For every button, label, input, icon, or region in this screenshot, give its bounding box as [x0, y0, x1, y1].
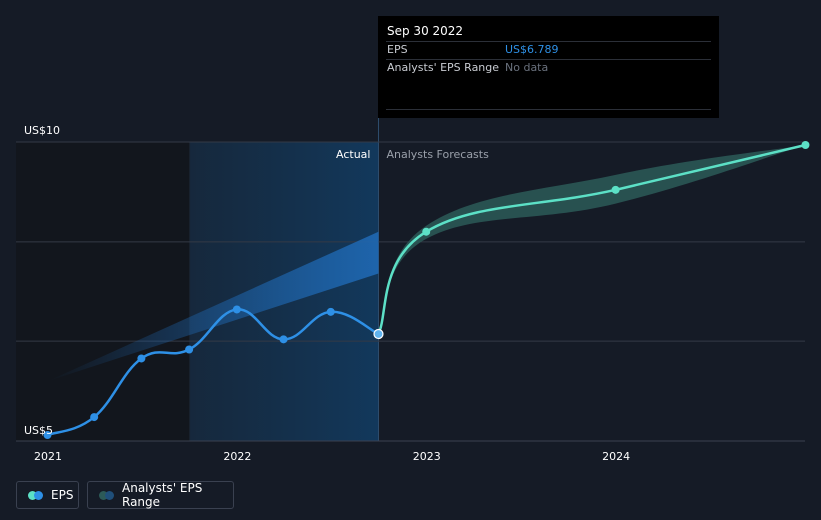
eps-actual-point [43, 431, 52, 440]
y-tick-label: US$5 [24, 424, 53, 437]
past-eps-range-band [47, 231, 379, 382]
actual-region-label: Actual [336, 148, 370, 161]
eps-actual-point [137, 354, 146, 363]
eps-forecast-point [422, 227, 431, 236]
tooltip-eps-label: EPS [387, 43, 408, 56]
past-shaded-region [16, 142, 190, 441]
eps-legend-icon [28, 490, 43, 500]
highlighted-point [373, 328, 384, 340]
eps-actual-point [185, 345, 194, 354]
tooltip-divider [386, 59, 711, 60]
tooltip-divider [386, 41, 711, 42]
range-legend-icon [99, 490, 114, 500]
eps-forecast-point [611, 185, 620, 194]
tooltip-range-label: Analysts' EPS Range [387, 61, 500, 74]
forecast-range-band [378, 144, 806, 335]
eps-actual-point [279, 335, 288, 344]
eps-forecast-line [377, 143, 807, 336]
legend-range-button[interactable]: Analysts' EPS Range [87, 481, 234, 509]
x-tick-label: 2023 [413, 450, 441, 463]
forecast-region-label: Analysts Forecasts [386, 148, 489, 161]
eps-actual-point [232, 305, 241, 314]
legend-eps-button[interactable]: EPS [16, 481, 79, 509]
tooltip-date: Sep 30 2022 [387, 24, 464, 38]
eps-actual-line [46, 308, 380, 437]
legend-range-label: Analysts' EPS Range [122, 481, 203, 509]
legend-eps-label: EPS [51, 488, 74, 502]
x-tick-label: 2021 [34, 450, 62, 463]
x-tick-label: 2022 [223, 450, 251, 463]
x-tick-label: 2024 [602, 450, 630, 463]
tooltip-range-value: No data [505, 61, 549, 74]
tooltip-eps-value: US$6.789 [505, 43, 559, 56]
hover-tooltip: Sep 30 2022 EPS US$6.789 Analysts' EPS R… [378, 16, 719, 118]
y-tick-label: US$10 [24, 124, 60, 137]
eps-actual-point [90, 413, 99, 422]
eps-forecast-point [801, 140, 810, 149]
eps-actual-point [326, 307, 335, 316]
tooltip-divider [386, 109, 711, 110]
